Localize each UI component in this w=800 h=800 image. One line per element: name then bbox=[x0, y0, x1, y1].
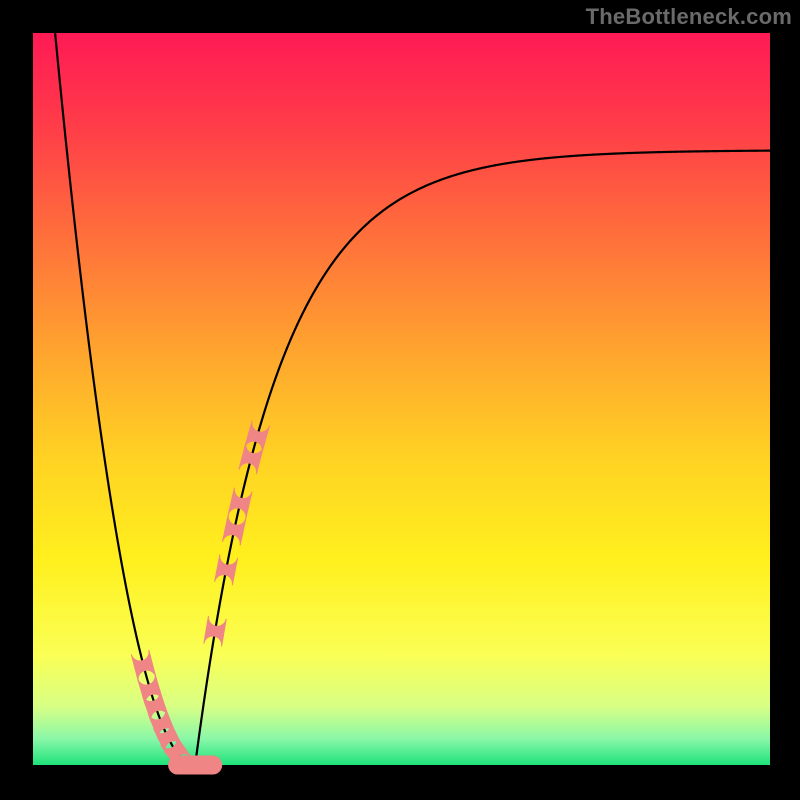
bottleneck-chart bbox=[0, 0, 800, 800]
data-marker bbox=[169, 756, 222, 774]
watermark-text: TheBottleneck.com bbox=[586, 4, 792, 30]
plot-background bbox=[33, 33, 770, 765]
